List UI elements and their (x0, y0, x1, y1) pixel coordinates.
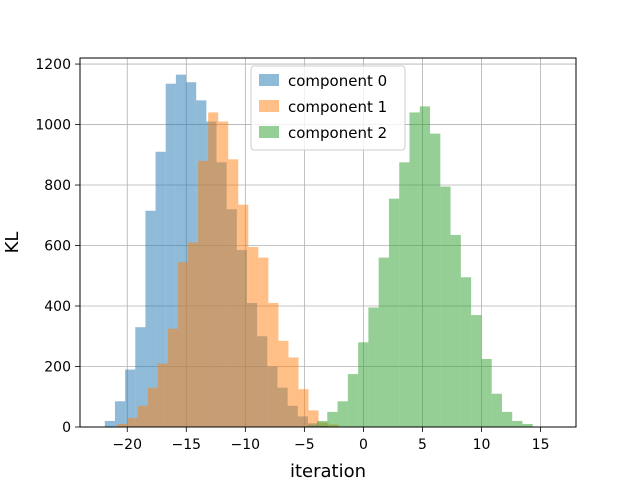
histogram-bar (337, 401, 348, 427)
histogram-bar (135, 327, 146, 427)
histogram-bar (258, 257, 269, 427)
histogram-bar (147, 387, 158, 427)
y-tick-label: 600 (44, 239, 71, 255)
histogram-bar (127, 417, 138, 427)
x-tick-label: 15 (532, 437, 550, 453)
histogram-bar (430, 133, 441, 428)
histogram-bar (228, 159, 239, 427)
y-tick-label: 800 (44, 178, 71, 194)
histogram-bar (165, 83, 176, 427)
histogram-bar (145, 210, 156, 427)
x-tick-label: 5 (418, 437, 427, 453)
series-1-bars (117, 112, 339, 428)
histogram-bar (471, 315, 482, 427)
legend: component 0 component 1 component 2 (250, 65, 406, 151)
histogram-bar (155, 151, 166, 427)
x-tick-label: −15 (172, 437, 202, 453)
histogram-bar (327, 411, 338, 427)
histogram-bar (114, 401, 126, 427)
histogram-bar (208, 112, 219, 427)
legend-label: component 2 (288, 124, 387, 142)
x-tick-label: −10 (231, 437, 261, 453)
histogram-bar (137, 405, 148, 427)
histogram-bar (157, 363, 168, 427)
axis-ticks: −20 −15 −10 −5 0 5 10 15 0 200 400 600 800 1000 1200 (35, 57, 549, 453)
legend-label: component 0 (288, 72, 387, 90)
y-tick-label: 0 (62, 420, 71, 436)
plot-frame (79, 57, 577, 428)
histogram-bar (512, 420, 523, 427)
histogram-bar (278, 340, 289, 427)
histogram-bar (125, 369, 136, 427)
y-tick-label: 1200 (35, 57, 71, 73)
legend-box (250, 65, 406, 151)
histogram-bar (409, 112, 420, 427)
histogram-bar (347, 374, 359, 427)
histogram-bar (288, 357, 299, 427)
y-tick-label: 400 (44, 299, 71, 315)
histogram-bars (104, 74, 533, 428)
y-axis-label: KL (2, 232, 23, 254)
histogram-bar (358, 342, 369, 427)
y-tick-label: 200 (44, 360, 71, 376)
histogram-bar (440, 186, 451, 427)
legend-swatch (259, 74, 279, 86)
histogram-bar (368, 307, 379, 427)
histogram-bar (248, 247, 259, 427)
histogram-bar (178, 262, 189, 427)
histogram-bar (481, 358, 492, 427)
histogram-bar (104, 420, 115, 427)
histogram-bar (298, 389, 309, 427)
legend-swatch (259, 126, 279, 138)
histogram-bar (522, 423, 533, 427)
histogram-bar (268, 302, 279, 427)
legend-swatch (259, 100, 279, 112)
histogram-bar (306, 425, 318, 427)
series-2-bars (306, 106, 533, 428)
x-tick-label: −5 (294, 437, 315, 453)
histogram-bar (198, 160, 209, 427)
histogram-bar (167, 328, 179, 427)
x-tick-label: −20 (112, 437, 142, 453)
histogram-bar (378, 257, 389, 427)
x-tick-label: 0 (359, 437, 368, 453)
histogram-bar (175, 74, 187, 427)
histogram-bar (388, 198, 400, 427)
histogram-bar (399, 162, 410, 427)
legend-label: component 1 (288, 98, 387, 116)
x-tick-label: 10 (473, 437, 491, 453)
histogram-bar (117, 423, 128, 427)
histogram-bar (308, 410, 319, 427)
histogram-bar (188, 242, 199, 427)
histogram-bar (218, 121, 229, 428)
histogram-bar (491, 393, 502, 427)
histogram-bar (501, 411, 513, 427)
histogram-bar (238, 204, 249, 427)
x-axis-label: iteration (290, 461, 366, 480)
histogram-bar (460, 277, 472, 427)
y-tick-label: 1000 (35, 118, 71, 134)
histogram-bar (419, 106, 431, 428)
histogram-bar (317, 420, 328, 427)
histogram-bar (450, 234, 461, 427)
